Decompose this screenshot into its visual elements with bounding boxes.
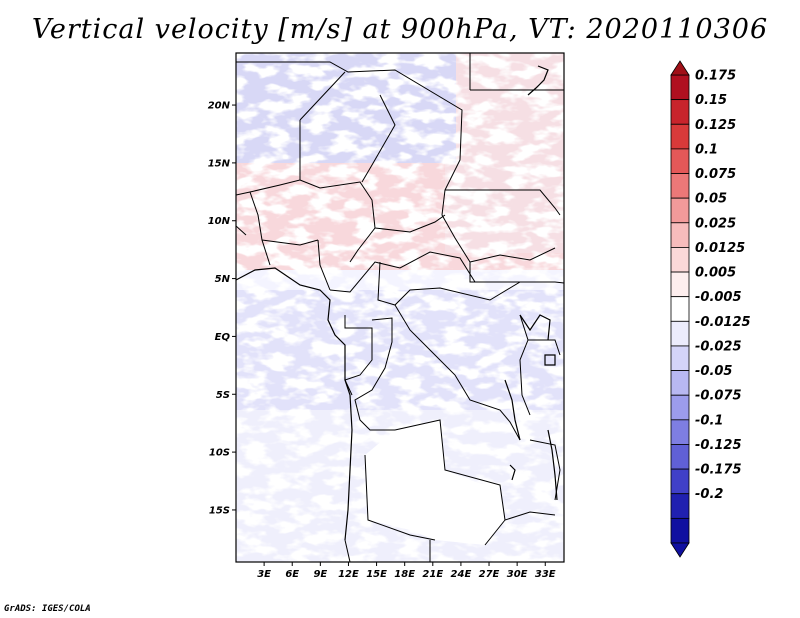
colorbar-segment-1 (670, 99, 690, 125)
colorbar-label: 0.1 (695, 142, 718, 157)
colorbar-segment-7 (670, 247, 690, 273)
colorbar-label: -0.025 (695, 339, 742, 354)
lon-tick-label: 12E (338, 569, 359, 580)
latitude-axis: 20N 15N 10N 5N EQ 5S 10S 15S (208, 101, 236, 516)
lat-tick-label: 15S (209, 505, 230, 516)
colorbar-segment-14 (670, 419, 690, 445)
colorbar-segment-15 (670, 444, 690, 470)
colorbar-label: -0.075 (695, 389, 742, 404)
colorbar-segment-2 (670, 123, 690, 150)
lon-tick-label: 15E (366, 569, 387, 580)
colorbar-label: 0.0125 (695, 241, 745, 256)
colorbar-segment-4 (670, 173, 690, 199)
map-title: Vertical velocity [m/s] at 900hPa, VT: 2… (31, 14, 769, 45)
colorbar-segment-16 (670, 468, 690, 495)
colorbar-segment-12 (670, 370, 690, 396)
colorbar-label: 0.005 (695, 266, 736, 281)
lat-tick-label: 5S (216, 390, 230, 401)
lon-tick-label: 18E (394, 569, 415, 580)
colorbar-label: -0.005 (695, 290, 742, 305)
colorbar-label: 0.125 (695, 118, 736, 133)
colorbar-bottom-arrow (670, 542, 690, 558)
lon-tick-label: 24E (451, 569, 472, 580)
lat-tick-label: 5N (215, 274, 231, 285)
colorbar-label: 0.05 (695, 192, 727, 207)
colorbar-segment-10 (670, 320, 690, 347)
colorbar-label: -0.2 (695, 487, 723, 502)
coastlines-lakes (236, 65, 558, 541)
plot-frame (235, 52, 565, 563)
lon-tick-label: 21E (422, 569, 443, 580)
colorbar-segment-0 (670, 74, 690, 101)
footer-credit: GrADS: IGES/COLA (4, 604, 91, 614)
colorbar-label: 0.15 (695, 93, 727, 108)
colorbar-segment-13 (670, 394, 690, 421)
country-borders (236, 53, 564, 562)
colorbar: 0.175 0.15 0.125 0.1 0.075 0.05 0.025 0.0125 0.0… (670, 60, 751, 558)
colorbar-top-arrow (670, 60, 690, 76)
lon-tick-label: 9E (313, 569, 327, 580)
colorbar-segment-17 (670, 493, 690, 519)
colorbar-segment-18 (670, 517, 690, 544)
colorbar-label: -0.1 (695, 413, 723, 428)
colorbar-label: -0.05 (695, 364, 732, 379)
colorbar-segment-3 (670, 148, 690, 174)
colorbar-label: -0.175 (695, 463, 742, 478)
longitude-axis: 3E 6E 9E 12E 15E 18E 21E 24E 27E 30E 33E (257, 562, 556, 580)
colorbar-segment-11 (670, 345, 690, 371)
lon-tick-label: 6E (285, 569, 299, 580)
lat-tick-label: 10S (209, 448, 230, 459)
lat-tick-label: 20N (208, 101, 231, 112)
colorbar-label: -0.0125 (695, 315, 751, 330)
colorbar-segment-5 (670, 197, 690, 224)
colorbar-label: -0.125 (695, 438, 742, 453)
lat-tick-label: 10N (208, 216, 231, 227)
colorbar-label: 0.175 (695, 69, 736, 84)
lon-tick-label: 33E (535, 569, 556, 580)
colorbar-label: 0.025 (695, 216, 736, 231)
lon-tick-label: 3E (257, 569, 271, 580)
velocity-field (236, 53, 564, 562)
lat-tick-label: EQ (215, 332, 231, 343)
colorbar-label: 0.075 (695, 167, 736, 182)
blank-area-angola-zambia (365, 420, 505, 545)
lon-tick-label: 27E (479, 569, 500, 580)
lon-tick-label: 30E (507, 569, 528, 580)
colorbar-segment-8 (670, 271, 690, 298)
colorbar-segment-9 (670, 296, 690, 322)
lat-tick-label: 15N (208, 158, 231, 169)
colorbar-segment-6 (670, 222, 690, 248)
